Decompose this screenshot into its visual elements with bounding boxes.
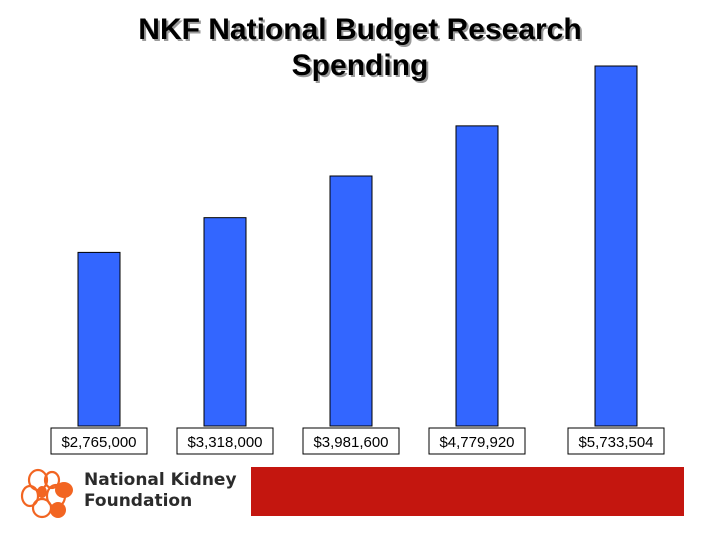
value-label-box-3 [428,427,526,455]
value-label-4: $5,733,504 [578,434,653,451]
value-label-box-4 [567,427,665,455]
logo-line-1: National Kidney [84,470,237,490]
bar-4 [594,65,638,427]
bar-1 [203,217,247,427]
bar-3 [455,125,499,427]
value-label-box-2 [302,427,400,455]
logo-line-2: Foundation [84,491,193,511]
logo-wordmark: National Kidney Foundation [84,470,237,512]
value-label-3: $4,779,920 [439,434,514,451]
value-label-box-1 [176,427,274,455]
chart-title: NKF National Budget Research Spending [138,13,582,82]
nkf-logo: National Kidney Foundation [18,466,248,522]
value-label-2: $3,981,600 [313,434,388,451]
value-label-0: $2,765,000 [61,434,136,451]
kidney-flower-icon [20,468,73,519]
value-label-box-0 [50,427,148,455]
bar-0 [77,251,121,427]
value-label-1: $3,318,000 [187,434,262,451]
footer-red-bar [251,467,684,516]
bar-2 [329,175,373,427]
